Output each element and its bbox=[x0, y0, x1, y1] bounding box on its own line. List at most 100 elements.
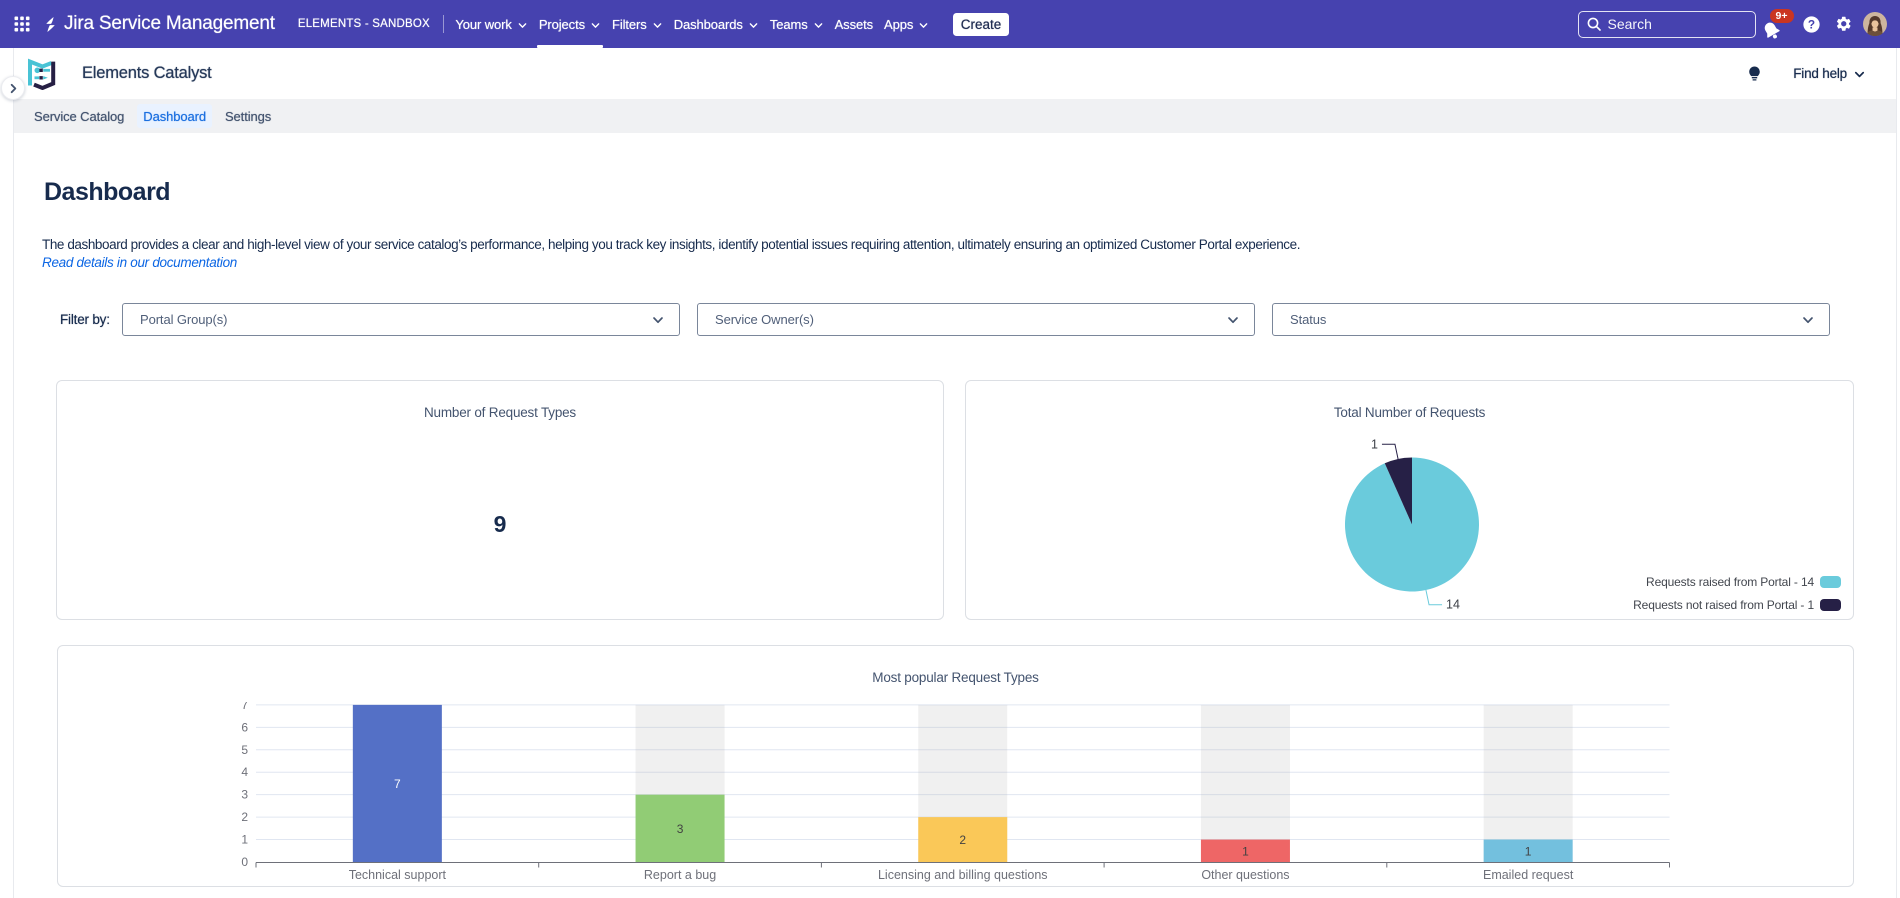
pie-card-title: Total Number of Requests bbox=[1333, 405, 1486, 420]
page-title: Dashboard bbox=[44, 178, 171, 206]
metric-value: 9 bbox=[493, 511, 507, 537]
request-types-card: Number of Request Types 9 bbox=[56, 380, 944, 620]
legend-label: Requests not raised from Portal - 1 bbox=[1633, 598, 1814, 612]
chevron-down-icon bbox=[1228, 316, 1238, 323]
menu-item-your-work[interactable]: Your work bbox=[450, 0, 533, 48]
jira-logo-icon bbox=[46, 16, 55, 32]
main-menu: Your work Projects Filters Dashboards Teams A… bbox=[450, 0, 935, 48]
filter-select-status[interactable]: Status bbox=[1272, 303, 1830, 336]
bar-track-4 bbox=[1483, 704, 1573, 862]
filter-select-value: Service Owner(s) bbox=[715, 312, 814, 327]
bar-2[interactable] bbox=[918, 817, 1008, 862]
legend-item-0[interactable]: Requests raised from Portal - 14 bbox=[1646, 575, 1841, 589]
svg-text:?: ? bbox=[1807, 17, 1814, 31]
filter-select-portal-group-s[interactable]: Portal Group(s) bbox=[122, 303, 680, 336]
product-logo[interactable]: Jira Service Management bbox=[42, 13, 275, 35]
elements-catalyst-logo-icon bbox=[27, 58, 58, 90]
tab-settings[interactable]: Settings bbox=[224, 108, 272, 124]
legend-label: Requests raised from Portal - 14 bbox=[1646, 575, 1814, 589]
bar-chart[interactable]: 0 1 2 3 4 5 6 7 7 Technical support 3 Report a bug 2… bbox=[58, 702, 1853, 886]
find-help-label: Find help bbox=[1793, 66, 1847, 81]
metric-card-title: Number of Request Types bbox=[424, 405, 576, 420]
total-requests-card: Total Number of Requests 14 1 Requests ra… bbox=[965, 380, 1854, 620]
menu-item-label: Filters bbox=[612, 16, 647, 32]
app-switcher-icon[interactable] bbox=[14, 16, 30, 32]
chevron-down-icon bbox=[518, 22, 527, 28]
product-name: Jira Service Management bbox=[64, 13, 275, 34]
legend-item-1[interactable]: Requests not raised from Portal - 1 bbox=[1633, 598, 1841, 612]
menu-item-projects[interactable]: Projects bbox=[533, 0, 606, 48]
create-button[interactable]: Create bbox=[952, 12, 1010, 36]
y-tick-label-3: 3 bbox=[241, 788, 248, 802]
open-book-logo bbox=[28, 58, 56, 90]
bar-value-label-1: 3 bbox=[677, 822, 684, 836]
chevron-down-icon bbox=[653, 316, 663, 323]
menu-item-label: Projects bbox=[538, 16, 585, 32]
settings-button[interactable] bbox=[1835, 15, 1853, 33]
y-tick-label-2: 2 bbox=[241, 810, 248, 824]
y-tick-label-6: 6 bbox=[241, 720, 248, 734]
chevron-right-icon bbox=[10, 83, 16, 93]
x-category-label-3: Other questions bbox=[1201, 868, 1289, 882]
bar-0[interactable] bbox=[352, 704, 442, 862]
bar-1[interactable] bbox=[635, 794, 725, 862]
tab-dashboard[interactable]: Dashboard bbox=[136, 104, 213, 128]
pie-legend: Requests raised from Portal - 14 Requests… bbox=[1633, 575, 1841, 612]
app-tabs: Service Catalog Dashboard Settings bbox=[14, 99, 1896, 133]
chevron-down-icon bbox=[1803, 316, 1813, 323]
notifications-button[interactable]: 9+ bbox=[1760, 8, 1794, 40]
tab-service-catalog[interactable]: Service Catalog bbox=[34, 108, 125, 124]
menu-item-label: Your work bbox=[455, 16, 512, 32]
sidebar-rail-divider bbox=[13, 48, 14, 898]
pie-callout-value-1: 1 bbox=[1371, 437, 1378, 451]
y-tick-label-7: 7 bbox=[241, 702, 248, 712]
bar-4[interactable] bbox=[1483, 839, 1573, 862]
menu-item-filters[interactable]: Filters bbox=[607, 0, 669, 48]
lightbulb-icon bbox=[1749, 66, 1761, 81]
y-tick-label-1: 1 bbox=[241, 833, 248, 847]
menu-item-assets[interactable]: Assets bbox=[829, 0, 878, 48]
x-category-label-0: Technical support bbox=[349, 868, 447, 882]
expand-sidebar-button[interactable] bbox=[1, 76, 25, 100]
bar-value-label-2: 2 bbox=[959, 833, 966, 847]
search-input[interactable] bbox=[1607, 16, 1747, 32]
user-avatar[interactable] bbox=[1863, 12, 1887, 36]
help-button[interactable]: ? bbox=[1802, 15, 1820, 33]
bar-value-label-3: 1 bbox=[1242, 844, 1249, 858]
menu-item-dashboards[interactable]: Dashboards bbox=[668, 0, 764, 48]
grid-icon bbox=[14, 16, 30, 32]
chevron-down-icon bbox=[1854, 71, 1865, 78]
x-category-label-1: Report a bug bbox=[644, 868, 716, 882]
find-help-dropdown[interactable]: Find help bbox=[1748, 61, 1866, 86]
page-description: The dashboard provides a clear and high-… bbox=[42, 237, 1301, 252]
filter-select-value: Portal Group(s) bbox=[140, 312, 228, 327]
global-search[interactable] bbox=[1577, 10, 1756, 38]
menu-item-apps[interactable]: Apps bbox=[879, 0, 935, 48]
menu-item-teams[interactable]: Teams bbox=[764, 0, 829, 48]
chevron-down-icon bbox=[653, 22, 662, 28]
top-navbar: Jira Service Management ELEMENTS - SANDB… bbox=[0, 0, 1900, 48]
menu-item-label: Dashboards bbox=[673, 16, 743, 32]
bell-icon bbox=[1764, 22, 1780, 39]
chevron-down-icon bbox=[591, 22, 600, 28]
chevron-down-icon bbox=[749, 22, 758, 28]
dashboard-content: Dashboard The dashboard provides a clear… bbox=[14, 133, 1896, 898]
bar-value-label-4: 1 bbox=[1525, 844, 1532, 858]
question-icon: ? bbox=[1802, 15, 1820, 33]
documentation-link[interactable]: Read details in our documentation bbox=[42, 255, 237, 270]
pie-slice-1[interactable] bbox=[1384, 457, 1412, 525]
menu-item-label: Assets bbox=[834, 16, 874, 32]
pie-chart[interactable]: 14 1 bbox=[966, 381, 1853, 619]
pie-callout-line-1 bbox=[1381, 443, 1399, 460]
navbar-separator bbox=[442, 15, 444, 33]
legend-swatch bbox=[1820, 576, 1841, 588]
bar-3[interactable] bbox=[1200, 839, 1290, 862]
pie-callout-value-0: 14 bbox=[1446, 598, 1460, 612]
filter-select-service-owner-s[interactable]: Service Owner(s) bbox=[697, 303, 1255, 336]
page-right-edge bbox=[1896, 48, 1897, 898]
y-tick-label-4: 4 bbox=[241, 765, 248, 779]
popular-request-types-card: Most popular Request Types 0 1 2 3 4 5 6 7 7 Tech… bbox=[57, 645, 1854, 887]
notifications-badge: 9+ bbox=[1769, 9, 1794, 23]
bar-value-label-0: 7 bbox=[394, 777, 401, 791]
